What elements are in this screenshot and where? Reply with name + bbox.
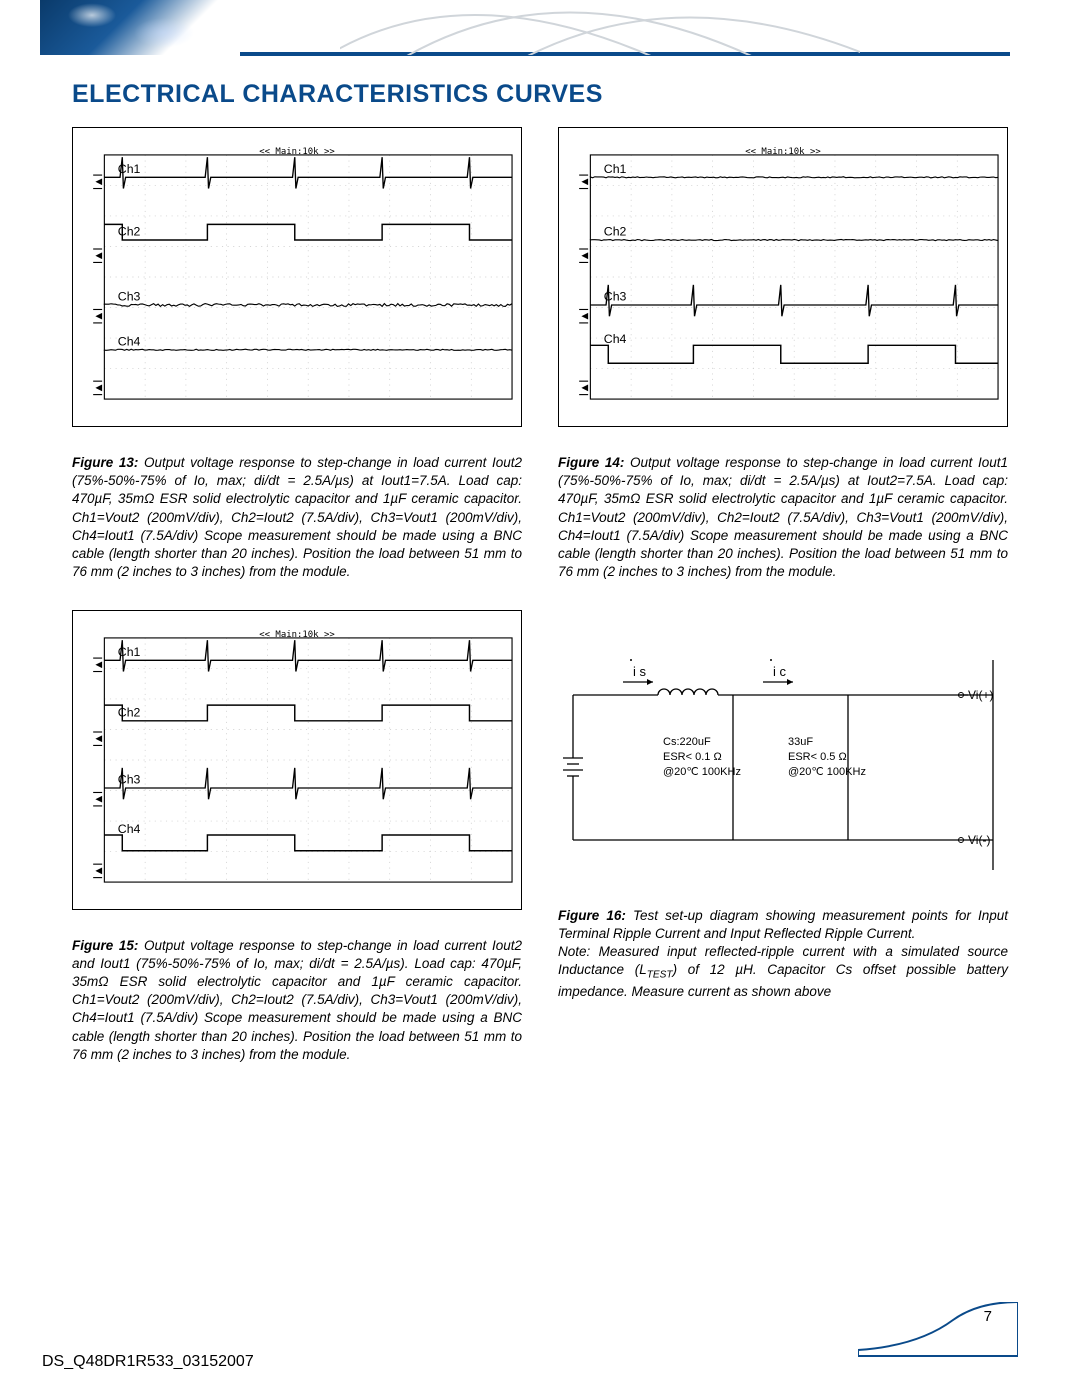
scope-fig14: << Main:10k >>Ch1Ch2Ch3Ch4 xyxy=(558,127,1008,427)
figure-14: << Main:10k >>Ch1Ch2Ch3Ch4 Figure 14: Ou… xyxy=(558,127,1008,582)
caption-label: Figure 14: xyxy=(558,455,624,470)
caption-fig16: Figure 16: Test set-up diagram showing m… xyxy=(558,907,1008,1001)
caption-text: Output voltage response to step-change i… xyxy=(72,455,522,579)
svg-text:Ch4: Ch4 xyxy=(118,334,141,348)
circuit-fig16: i s i c Cs:220uF ESR< 0.1 Ω @20℃ 100KHz 33uF E… xyxy=(558,640,1008,880)
figure-row-2: << Main:10k >>Ch1Ch2Ch3Ch4 Figure 15: Ou… xyxy=(72,610,1008,1065)
svg-text:Ch1: Ch1 xyxy=(604,162,627,176)
caption-text: Output voltage response to step-change i… xyxy=(72,938,522,1062)
caption-label: Figure 15: xyxy=(72,938,138,953)
svg-text:ESR< 0.1 Ω: ESR< 0.1 Ω xyxy=(663,751,722,763)
svg-text:33uF: 33uF xyxy=(788,736,813,748)
figure-16: i s i c Cs:220uF ESR< 0.1 Ω @20℃ 100KHz 33uF E… xyxy=(558,610,1008,1065)
svg-text:Ch2: Ch2 xyxy=(118,225,141,239)
figure-row-1: << Main:10k >>Ch1Ch2Ch3Ch4 Figure 13: Ou… xyxy=(72,127,1008,582)
caption-fig15: Figure 15: Output voltage response to st… xyxy=(72,937,522,1065)
section-title: ELECTRICAL CHARACTERISTICS CURVES xyxy=(72,80,1080,109)
svg-text:@20℃ 100KHz: @20℃ 100KHz xyxy=(788,766,866,778)
caption-fig13: Figure 13: Output voltage response to st… xyxy=(72,454,522,582)
svg-text:@20℃ 100KHz: @20℃ 100KHz xyxy=(663,766,741,778)
svg-text:Ch2: Ch2 xyxy=(118,705,141,719)
header-graphic xyxy=(40,0,240,55)
corner-tab xyxy=(858,1302,1018,1357)
svg-text:Ch3: Ch3 xyxy=(118,290,141,304)
scope-fig13: << Main:10k >>Ch1Ch2Ch3Ch4 xyxy=(72,127,522,427)
svg-text:Vi(-): Vi(-) xyxy=(968,833,990,847)
scope-fig15: << Main:10k >>Ch1Ch2Ch3Ch4 xyxy=(72,610,522,910)
svg-text:Ch4: Ch4 xyxy=(604,332,627,346)
svg-text:Cs:220uF: Cs:220uF xyxy=(663,736,711,748)
page-header xyxy=(0,0,1080,60)
svg-text:Ch2: Ch2 xyxy=(604,225,627,239)
content-area: << Main:10k >>Ch1Ch2Ch3Ch4 Figure 13: Ou… xyxy=(0,127,1080,1064)
svg-text:ESR< 0.5 Ω: ESR< 0.5 Ω xyxy=(788,751,847,763)
svg-text:Ch4: Ch4 xyxy=(118,821,141,835)
svg-text:i s: i s xyxy=(633,664,647,679)
caption-text: Test set-up diagram showing measurement … xyxy=(558,908,1008,941)
figure-15: << Main:10k >>Ch1Ch2Ch3Ch4 Figure 15: Ou… xyxy=(72,610,522,1065)
document-id: DS_Q48DR1R533_03152007 xyxy=(42,1353,254,1371)
header-curves xyxy=(340,0,860,55)
figure-13: << Main:10k >>Ch1Ch2Ch3Ch4 Figure 13: Ou… xyxy=(72,127,522,582)
svg-text:i c: i c xyxy=(773,664,787,679)
caption-fig14: Figure 14: Output voltage response to st… xyxy=(558,454,1008,582)
caption-label: Figure 13: xyxy=(72,455,138,470)
caption-note: Note: Measured input reflected-ripple cu… xyxy=(558,944,1008,999)
svg-text:Vi(+): Vi(+) xyxy=(968,688,993,702)
caption-label: Figure 16: xyxy=(558,908,626,923)
caption-text: Output voltage response to step-change i… xyxy=(558,455,1008,579)
